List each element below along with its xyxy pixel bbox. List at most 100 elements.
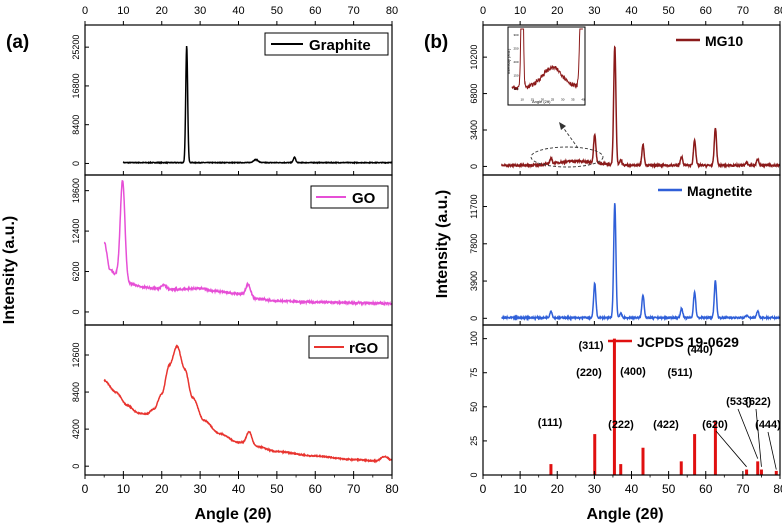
bottom-xtick-label: 20 bbox=[155, 482, 169, 496]
inset-trace-area bbox=[511, 28, 583, 91]
go-ticks: 0 6200 12400 18600 bbox=[71, 178, 393, 325]
mg10-inset: 10 15 20 25 30 35 40 100 150 200 250 300 Angle (2θ)… bbox=[506, 26, 586, 106]
ytick-label: 25 bbox=[469, 436, 479, 446]
inset-xlabel: Angle (2θ) bbox=[532, 99, 551, 104]
magnetite-ticks: 0 3900 7800 11700 bbox=[469, 194, 781, 325]
bottom-xtick-label: 50 bbox=[662, 482, 676, 496]
inset-xtick-label: 35 bbox=[571, 98, 575, 102]
inset-ytick-label: 300 bbox=[513, 33, 518, 37]
bottom-xtick-label: 30 bbox=[193, 482, 207, 496]
graphite-trace bbox=[122, 45, 393, 165]
go-legend: GO bbox=[310, 185, 389, 209]
hkl-label: (511) bbox=[667, 367, 692, 379]
graphite-trace-area bbox=[122, 45, 393, 165]
hump-highlight-ellipse bbox=[530, 146, 604, 168]
ytick-label: 100 bbox=[469, 331, 479, 346]
panel-a: (a) Intensity (a.u.) Angle (2θ) 0 8400 168… bbox=[1, 5, 399, 523]
graphite-legend: Graphite bbox=[264, 32, 389, 56]
magnetite-trace-area bbox=[501, 203, 781, 322]
inset-xtick-label: 15 bbox=[531, 98, 535, 102]
bottom-xtick-label: 70 bbox=[347, 482, 361, 496]
inset-ylabel: Intensity (a.u.) bbox=[506, 48, 511, 74]
top-xtick-label: 50 bbox=[663, 5, 675, 17]
inset-xtick-label: 30 bbox=[561, 98, 565, 102]
ytick-label: 50 bbox=[469, 402, 479, 412]
top-xtick-label: 40 bbox=[232, 5, 244, 17]
hkl-label: (111) bbox=[538, 417, 563, 429]
panel-b: (b) Intensity (a.u.) Angle (2θ) 0 3400 680… bbox=[424, 5, 782, 523]
hkl-label: (422) bbox=[653, 419, 679, 431]
subplot-magnetite: 0 3900 7800 11700 Magnetite bbox=[469, 174, 781, 326]
subplot-go: 0 6200 12400 18600 GO bbox=[71, 174, 393, 326]
top-xtick-label: 50 bbox=[271, 5, 283, 17]
top-xtick-label: 40 bbox=[625, 5, 637, 17]
inset-ytick-label: 150 bbox=[513, 74, 518, 78]
top-xtick-label: 60 bbox=[700, 5, 712, 17]
panel-b-label: (b) bbox=[424, 32, 448, 53]
hkl-label: (311) bbox=[578, 340, 603, 352]
bottom-xtick-label: 80 bbox=[773, 482, 782, 496]
top-xtick-label: 70 bbox=[348, 5, 360, 17]
rgo-trace-area bbox=[103, 344, 393, 464]
top-xtick-label: 30 bbox=[194, 5, 206, 17]
ytick-label: 12600 bbox=[71, 342, 81, 367]
panel-a-label: (a) bbox=[6, 32, 29, 53]
ytick-label: 75 bbox=[469, 368, 479, 378]
top-xtick-label: 10 bbox=[514, 5, 526, 17]
ytick-label: 8400 bbox=[71, 382, 81, 402]
rgo-legend-box bbox=[308, 335, 389, 359]
ytick-label: 10200 bbox=[469, 45, 479, 70]
bottom-xtick-label: 0 bbox=[480, 482, 487, 496]
inset-xtick-label: 25 bbox=[551, 98, 555, 102]
ytick-label: 8400 bbox=[71, 115, 81, 135]
inset-ytick-label: 200 bbox=[513, 60, 518, 64]
rgo-legend: rGO bbox=[308, 335, 389, 359]
hkl-arrow bbox=[755, 408, 762, 467]
panel-a-xlabel: Angle (2θ) bbox=[194, 506, 271, 523]
ytick-label: 0 bbox=[469, 164, 479, 169]
jcpds-legend: JCPDS 19-0629 bbox=[608, 334, 739, 350]
ytick-label: 0 bbox=[469, 472, 479, 477]
ytick-label: 12400 bbox=[71, 219, 81, 244]
inset-pointer-arrowhead bbox=[559, 122, 566, 130]
mg10-trace bbox=[500, 45, 781, 170]
magnetite-legend-label: Magnetite bbox=[687, 183, 753, 199]
panel-b-top-xticks: 0 10 20 30 40 50 60 70 80 bbox=[480, 5, 782, 25]
inset-ticks: 10 15 20 25 30 35 40 100 150 200 250 300 bbox=[513, 33, 585, 102]
bottom-xtick-label: 40 bbox=[625, 482, 639, 496]
subplot-rgo: 0 4200 8400 12600 rGO bbox=[71, 324, 393, 476]
ytick-label: 18600 bbox=[71, 178, 81, 203]
top-xtick-label: 60 bbox=[309, 5, 321, 17]
bottom-xtick-label: 40 bbox=[232, 482, 246, 496]
hkl-label: (222) bbox=[608, 419, 634, 431]
hkl-label: (220) bbox=[576, 367, 602, 379]
bottom-xtick-label: 50 bbox=[270, 482, 284, 496]
magnetite-trace bbox=[501, 203, 781, 322]
panel-b-xlabel: Angle (2θ) bbox=[586, 506, 663, 523]
ytick-label: 11700 bbox=[469, 194, 479, 218]
ytick-label: 25200 bbox=[71, 35, 81, 60]
go-legend-box bbox=[310, 185, 389, 209]
inset-ytick-label: 250 bbox=[513, 46, 518, 50]
rgo-legend-label: rGO bbox=[349, 340, 379, 357]
mg10-legend-label: MG10 bbox=[705, 33, 743, 49]
rgo-ticks: 0 4200 8400 12600 bbox=[71, 342, 393, 475]
panel-a-top-xticks: 0 10 20 30 40 50 60 70 80 bbox=[82, 5, 398, 25]
go-trace-area bbox=[103, 179, 393, 307]
hkl-label: (622) bbox=[745, 396, 771, 408]
top-xtick-label: 10 bbox=[117, 5, 129, 17]
mg10-legend: MG10 bbox=[676, 33, 743, 49]
mg10-trace-area bbox=[500, 45, 781, 170]
hkl-arrow bbox=[767, 431, 777, 470]
ytick-label: 16800 bbox=[71, 73, 81, 98]
hkl-arrow bbox=[737, 408, 759, 459]
ytick-label: 0 bbox=[71, 464, 81, 469]
panel-a-bottom-xticks: 0 10 20 30 40 50 60 70 80 bbox=[82, 475, 399, 496]
hkl-label: (533) bbox=[726, 396, 752, 408]
magnetite-legend: Magnetite bbox=[658, 183, 753, 199]
panel-b-bottom-xticks: 0 10 20 30 40 50 60 70 80 bbox=[480, 475, 782, 496]
inset-pointer-line bbox=[561, 125, 579, 149]
top-xtick-label: 0 bbox=[480, 5, 486, 17]
graphite-legend-label: Graphite bbox=[309, 37, 371, 54]
